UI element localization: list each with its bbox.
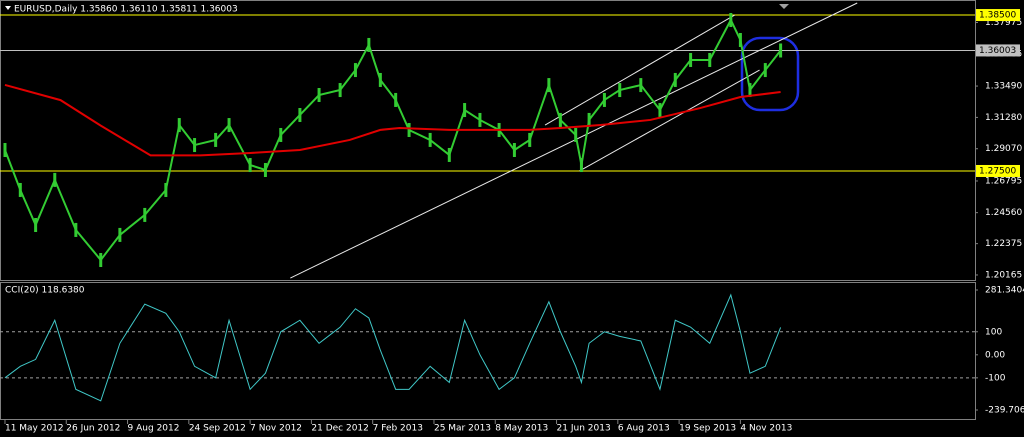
- moving-average: [4, 83, 781, 157]
- x-tick-label: 7 Nov 2012: [250, 424, 302, 434]
- trendline: [290, 2, 858, 279]
- y-tick-label: 1.29070: [985, 144, 1022, 154]
- shift-marker: [779, 4, 789, 9]
- x-tick-label: 19 Sep 2013: [679, 424, 736, 434]
- x-tick-label: 11 May 2012: [5, 424, 64, 434]
- price-label-box: [976, 44, 1020, 57]
- x-tick-label: 8 May 2013: [495, 424, 548, 434]
- chart-title: EURUSD,Daily 1.35860 1.36110 1.35811 1.3…: [14, 5, 238, 15]
- x-tick-label: 9 Aug 2012: [128, 424, 180, 434]
- y-tick-label: 1.20165: [985, 270, 1022, 280]
- price-label: 1.36003: [979, 46, 1016, 56]
- y-tick-label: 1.22375: [985, 239, 1022, 249]
- price-panel: [0, 0, 976, 281]
- x-tick-label: 26 Jun 2012: [66, 424, 120, 434]
- price-label: 1.38500: [979, 11, 1016, 21]
- price-label-box: [976, 164, 1020, 177]
- x-tick-label: 24 Sep 2012: [189, 424, 246, 434]
- price-label: 1.27500: [979, 166, 1016, 176]
- y-tick-label: 1.31280: [985, 113, 1022, 123]
- y-tick-label: 1.37975: [985, 18, 1022, 28]
- y-tick-label: 0.00: [985, 350, 1005, 360]
- trendline: [579, 69, 760, 172]
- indicator-title: CCI(20) 118.6380: [5, 286, 85, 296]
- price-label-box: [976, 9, 1020, 22]
- x-tick-label: 7 Feb 2013: [373, 424, 423, 434]
- trendline: [544, 14, 735, 126]
- x-tick-label: 25 Mar 2013: [434, 424, 491, 434]
- y-tick-label: -100: [985, 373, 1006, 383]
- y-tick-label: 1.33490: [985, 82, 1022, 92]
- y-tick-label: -239.7069: [985, 406, 1024, 416]
- x-tick-label: 21 Dec 2012: [311, 424, 369, 434]
- cci-panel: [0, 282, 976, 420]
- y-tick-label: 1.26795: [985, 176, 1022, 186]
- x-tick-label: 21 Jun 2013: [557, 424, 611, 434]
- y-tick-label: 281.3404: [985, 286, 1024, 296]
- y-tick-label: 100: [985, 327, 1002, 337]
- x-tick-label: 6 Aug 2013: [618, 424, 670, 434]
- x-tick-label: 4 Nov 2013: [740, 424, 792, 434]
- y-tick-label: 1.24560: [985, 208, 1022, 218]
- price-line: [4, 17, 782, 262]
- cci-line: [4, 293, 782, 402]
- menu-arrow: [5, 6, 11, 10]
- highlight-circle: [740, 36, 800, 112]
